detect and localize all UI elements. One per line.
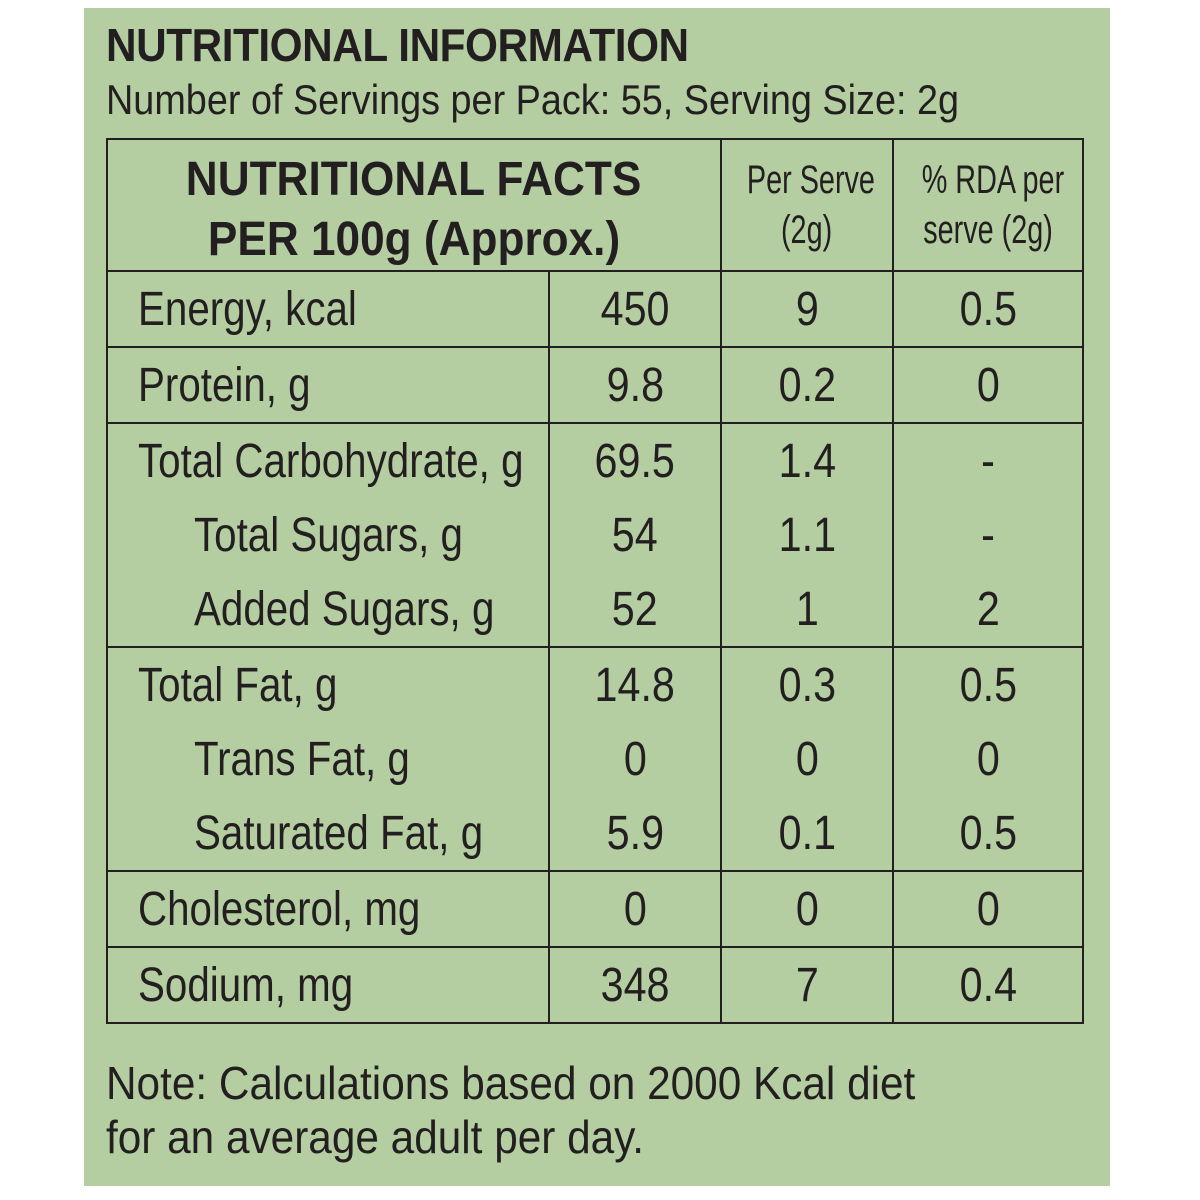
- per-100g-value: 9.8: [548, 346, 722, 423]
- nutrient-label: Cholesterol, mg: [106, 870, 550, 947]
- rda-value: 0.5: [892, 646, 1084, 722]
- nutrient-label: Total Carbohydrate, g: [106, 422, 550, 498]
- rda-header-line2: serve (2g): [923, 208, 1053, 252]
- nutrient-label: Total Fat, g: [106, 646, 550, 722]
- per-serve-header-line2: (2g): [781, 208, 833, 252]
- per-serve-value: 7: [720, 946, 894, 1024]
- per-100g-value: 54: [548, 498, 722, 572]
- table-row: Added Sugars, g 52 1 2: [106, 572, 1084, 647]
- footnote-line2: for an average adult per day.: [106, 1111, 644, 1163]
- table-row: Cholesterol, mg 0 0 0: [106, 870, 1084, 947]
- nutrient-label: Sodium, mg: [106, 946, 550, 1024]
- table-row: Sodium, mg 348 7 0.4: [106, 946, 1084, 1024]
- nutrient-label: Protein, g: [106, 346, 550, 423]
- per-serve-value: 0: [720, 870, 894, 947]
- per-100g-value: 0: [548, 870, 722, 947]
- per-serve-value: 0.3: [720, 646, 894, 722]
- rda-value: -: [892, 422, 1084, 498]
- table-row: Saturated Fat, g 5.9 0.1 0.5: [106, 796, 1084, 871]
- servings-info: Number of Servings per Pack: 55, Serving…: [106, 76, 960, 123]
- table-row: Total Fat, g 14.8 0.3 0.5: [106, 646, 1084, 722]
- per-100g-value: 5.9: [548, 796, 722, 871]
- per-100g-value: 450: [548, 270, 722, 347]
- nutrition-table: NUTRITIONAL FACTS PER 100g (Approx.) Per…: [106, 138, 1084, 1024]
- per-serve-value: 0: [720, 722, 894, 796]
- per-100g-value: 69.5: [548, 422, 722, 498]
- per-100g-value: 348: [548, 946, 722, 1024]
- nutrient-label: Saturated Fat, g: [106, 796, 550, 871]
- per-serve-header: Per Serve (2g): [720, 138, 894, 271]
- panel-title: NUTRITIONAL INFORMATION: [106, 19, 689, 71]
- facts-header-line1: NUTRITIONAL FACTS: [186, 153, 642, 206]
- rda-value: 0.5: [892, 270, 1084, 347]
- table-row: Total Carbohydrate, g 69.5 1.4 -: [106, 422, 1084, 498]
- facts-header-line2: PER 100g (Approx.): [207, 213, 621, 266]
- per-serve-value: 1: [720, 572, 894, 647]
- rda-header: % RDA per serve (2g): [892, 138, 1084, 271]
- per-serve-value: 0.1: [720, 796, 894, 871]
- nutrient-label: Energy, kcal: [106, 270, 550, 347]
- rda-value: 0: [892, 346, 1084, 423]
- table-header-row: NUTRITIONAL FACTS PER 100g (Approx.) Per…: [106, 138, 1084, 271]
- rda-header-line1: % RDA per: [921, 158, 1065, 202]
- per-100g-value: 52: [548, 572, 722, 647]
- per-serve-value: 1.1: [720, 498, 894, 572]
- footnote: Note: Calculations based on 2000 Kcal di…: [106, 1056, 915, 1164]
- nutrition-panel: NUTRITIONAL INFORMATION Number of Servin…: [84, 8, 1110, 1186]
- rda-value: -: [892, 498, 1084, 572]
- per-serve-value: 0.2: [720, 346, 894, 423]
- facts-header: NUTRITIONAL FACTS PER 100g (Approx.): [106, 138, 722, 271]
- rda-value: 0: [892, 870, 1084, 947]
- rda-value: 2: [892, 572, 1084, 647]
- table-row: Energy, kcal 450 9 0.5: [106, 270, 1084, 347]
- footnote-line1: Note: Calculations based on 2000 Kcal di…: [106, 1057, 916, 1109]
- rda-value: 0.4: [892, 946, 1084, 1024]
- table-row: Total Sugars, g 54 1.1 -: [106, 498, 1084, 572]
- nutrient-label: Added Sugars, g: [106, 572, 550, 647]
- table-row: Trans Fat, g 0 0 0: [106, 722, 1084, 796]
- rda-value: 0: [892, 722, 1084, 796]
- table-row: Protein, g 9.8 0.2 0: [106, 346, 1084, 423]
- nutrient-label: Total Sugars, g: [106, 498, 550, 572]
- nutrient-label: Trans Fat, g: [106, 722, 550, 796]
- rda-value: 0.5: [892, 796, 1084, 871]
- per-serve-value: 9: [720, 270, 894, 347]
- per-serve-value: 1.4: [720, 422, 894, 498]
- per-100g-value: 14.8: [548, 646, 722, 722]
- per-serve-header-line1: Per Serve: [746, 158, 875, 202]
- per-100g-value: 0: [548, 722, 722, 796]
